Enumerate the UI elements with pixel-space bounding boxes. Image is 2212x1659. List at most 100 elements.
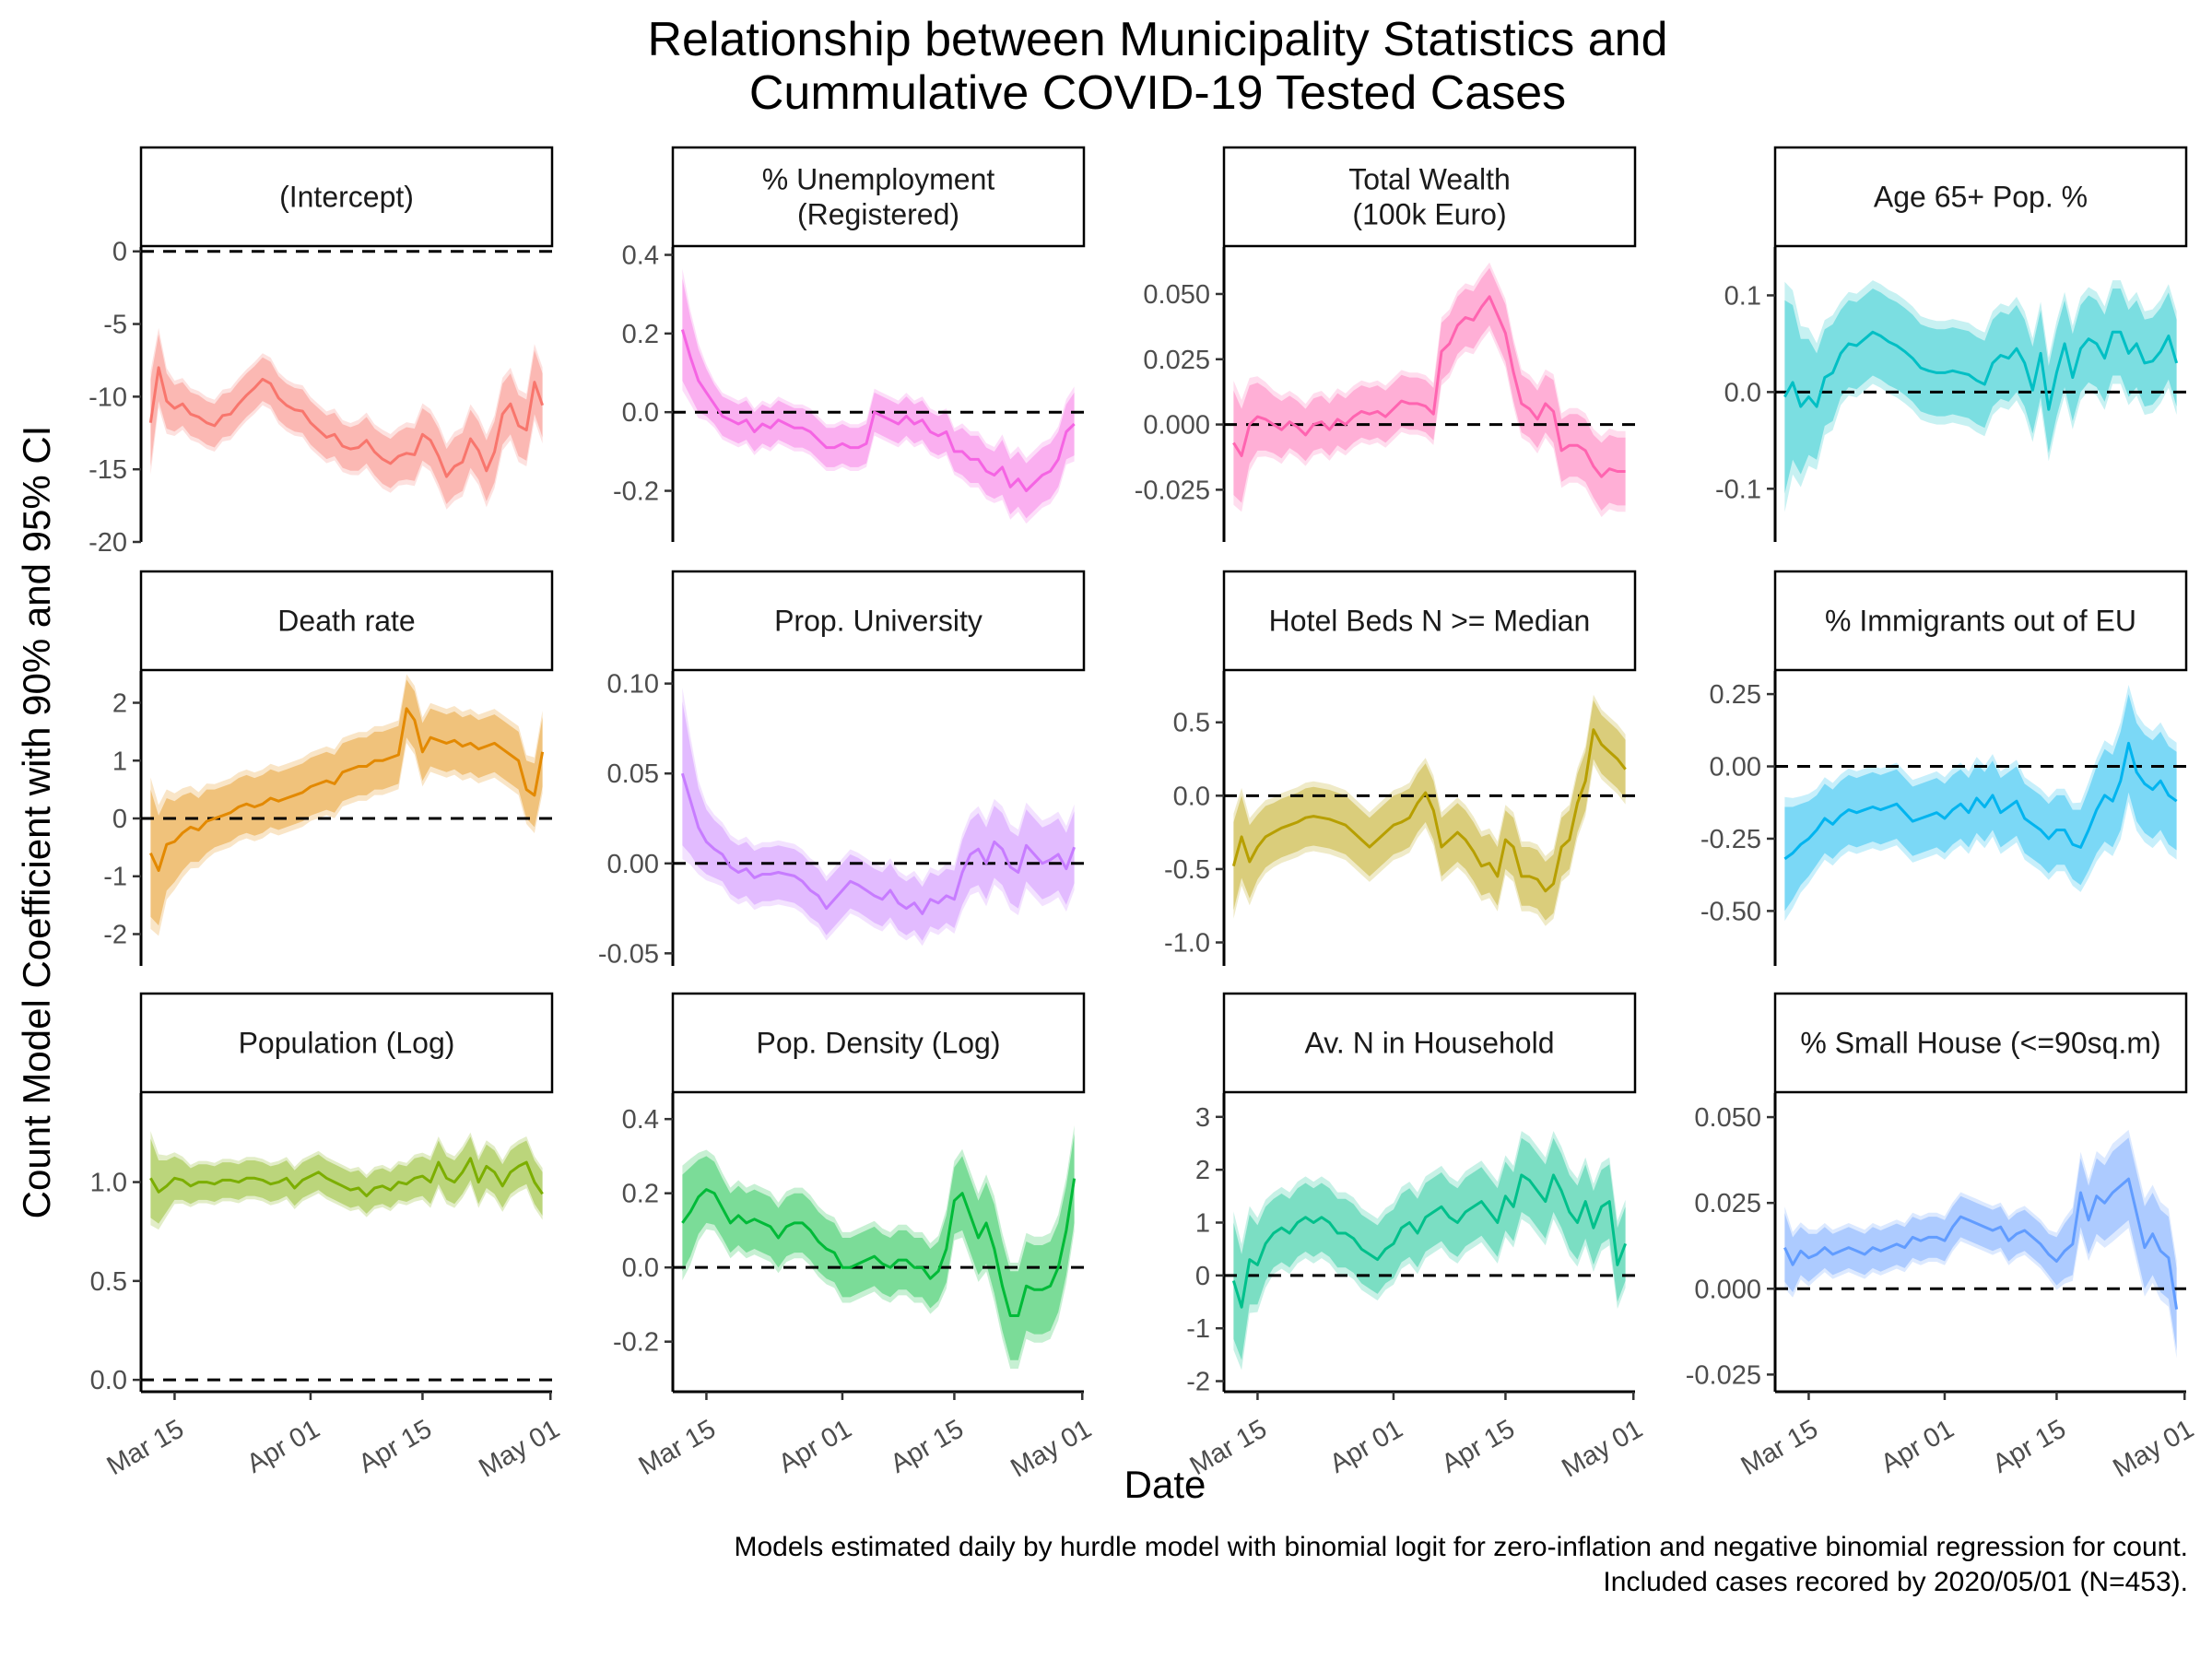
- y-tick-label: -0.5: [1164, 855, 1210, 885]
- facet-label: Death rate: [277, 605, 415, 638]
- y-tick-label: 0.050: [1143, 280, 1210, 310]
- y-tick-label: 0.2: [622, 320, 659, 349]
- y-tick-label: -20: [88, 528, 127, 558]
- y-tick-label: 0.5: [90, 1267, 127, 1297]
- ci95-band: [682, 688, 1075, 947]
- ci95-band: [150, 674, 543, 936]
- ci95-band: [1233, 694, 1626, 926]
- y-tick-label: -0.025: [1135, 476, 1210, 505]
- facet-label: (100k Euro): [1352, 198, 1506, 231]
- y-tick-label: 0.0: [622, 398, 659, 428]
- y-tick-label: 2: [1195, 1156, 1210, 1185]
- coefficient-line: [1231, 1173, 1628, 1309]
- y-tick-label: -5: [103, 311, 127, 340]
- facet-strip: [1773, 992, 2188, 1094]
- y-tick-label: 0.00: [1710, 753, 1761, 782]
- facet-label: % Immigrants out of EU: [1825, 605, 2136, 638]
- y-tick-label: -2: [1186, 1368, 1210, 1397]
- y-tick-label: 0.000: [1143, 411, 1210, 441]
- y-tick-label: 1: [112, 747, 127, 776]
- ci95-band: [1784, 1129, 2177, 1359]
- y-tick-label: -0.2: [613, 477, 659, 507]
- ci90-band: [1233, 700, 1626, 921]
- caption-line-1: Models estimated daily by hurdle model w…: [735, 1532, 2189, 1562]
- coefficient-line: [1783, 330, 2179, 411]
- facet-strip: [1222, 992, 1637, 1094]
- facet-strip: [139, 992, 554, 1094]
- y-tick-label: 0.000: [1694, 1275, 1761, 1304]
- y-tick-label: -0.25: [1700, 825, 1761, 854]
- facet-label: Population (Log): [239, 1027, 455, 1060]
- facet-label: Age 65+ Pop. %: [1874, 181, 2088, 214]
- coefficient-line: [148, 366, 545, 478]
- panel-1: % Unemployment(Registered) 0.4 0.2 0.0 -0.2: [613, 146, 1086, 542]
- chart-title-line-1: Relationship between Municipality Statis…: [647, 13, 1667, 66]
- panel-6: Hotel Beds N >= Median 0.5 0.0 -0.5 -1.0: [1164, 570, 1637, 966]
- x-axis-title: Date: [1124, 1463, 1206, 1506]
- facet-strip: [139, 570, 554, 672]
- ci95-band: [150, 327, 543, 510]
- facet-label: (Registered): [797, 198, 959, 231]
- coefficient-line: [1783, 1177, 2179, 1310]
- y-tick-label: 0.5: [1173, 709, 1210, 738]
- coefficient-line: [1783, 741, 2178, 861]
- ci95-band: [150, 1131, 543, 1230]
- coefficient-line: [149, 1157, 544, 1198]
- y-tick-label: -0.025: [1686, 1360, 1761, 1390]
- ci90-band: [1233, 267, 1626, 511]
- ci95-band: [1233, 262, 1626, 517]
- y-tick-label: -10: [88, 382, 127, 412]
- facet-strip: [1773, 146, 2188, 248]
- ci90-band: [682, 701, 1075, 941]
- y-tick-label: 1: [1195, 1208, 1210, 1238]
- y-tick-label: -1: [103, 863, 127, 892]
- y-tick-label: 0.00: [607, 850, 659, 879]
- facet-label: Av. N in Household: [1305, 1027, 1555, 1060]
- y-tick-label: 0.0: [1173, 782, 1210, 811]
- y-tick-label: -1.0: [1164, 929, 1210, 959]
- y-tick-label: -0.50: [1700, 897, 1761, 926]
- facet-label: % Unemployment: [762, 163, 995, 196]
- y-tick-label: 0: [112, 805, 127, 834]
- y-tick-label: 0.1: [1724, 281, 1761, 311]
- ci90-band: [1233, 1137, 1626, 1360]
- facet-label: (Intercept): [279, 181, 414, 214]
- y-tick-label: 0.050: [1694, 1103, 1761, 1133]
- y-tick-label: -1: [1186, 1314, 1210, 1344]
- facet-strip: [139, 146, 554, 248]
- chart-title-line-2: Cummulative COVID-19 Tested Cases: [749, 66, 1566, 120]
- y-tick-label: 3: [1195, 1103, 1210, 1133]
- y-tick-label: 0.0: [622, 1253, 659, 1283]
- panel-4: Death rate 2 1 0 -1 -2: [103, 570, 554, 966]
- coefficient-line: [1231, 728, 1627, 893]
- ci90-band: [1784, 1137, 2177, 1351]
- facet-strip: [671, 992, 1086, 1094]
- facet-panels: (Intercept)0-5-10-15-20% Unemployment(Re…: [88, 146, 2199, 1484]
- y-tick-label: 0.0: [1724, 378, 1761, 407]
- panel-2: Total Wealth(100k Euro) 0.050 0.025 0.000 -0…: [1135, 146, 1637, 542]
- facet-label: Pop. Density (Log): [756, 1027, 1000, 1060]
- facet-label: Total Wealth: [1348, 163, 1511, 196]
- coefficient-line: [680, 772, 1077, 915]
- panel-3: Age 65+ Pop. % 0.1 0.0 -0.1: [1715, 146, 2188, 542]
- y-tick-label: 2: [112, 689, 127, 719]
- y-tick-label: 0.4: [622, 1105, 659, 1135]
- ci95-band: [1233, 1131, 1626, 1371]
- ci90-band: [150, 334, 543, 504]
- ci90-band: [682, 1134, 1075, 1360]
- y-tick-label: 0.2: [622, 1180, 659, 1209]
- facet-label: Prop. University: [774, 605, 982, 638]
- y-tick-label: 0: [1195, 1262, 1210, 1291]
- ci90-band: [150, 1136, 543, 1224]
- facet-strip: [671, 570, 1086, 672]
- y-tick-label: 0.4: [622, 241, 659, 271]
- y-tick-label: -0.1: [1715, 475, 1761, 504]
- y-tick-label: 0.025: [1143, 346, 1210, 375]
- facet-strip: [1222, 570, 1637, 672]
- y-tick-label: -15: [88, 455, 127, 485]
- facet-label: Hotel Beds N >= Median: [1269, 605, 1591, 638]
- y-tick-label: 0: [112, 238, 127, 267]
- y-tick-label: -0.2: [613, 1328, 659, 1358]
